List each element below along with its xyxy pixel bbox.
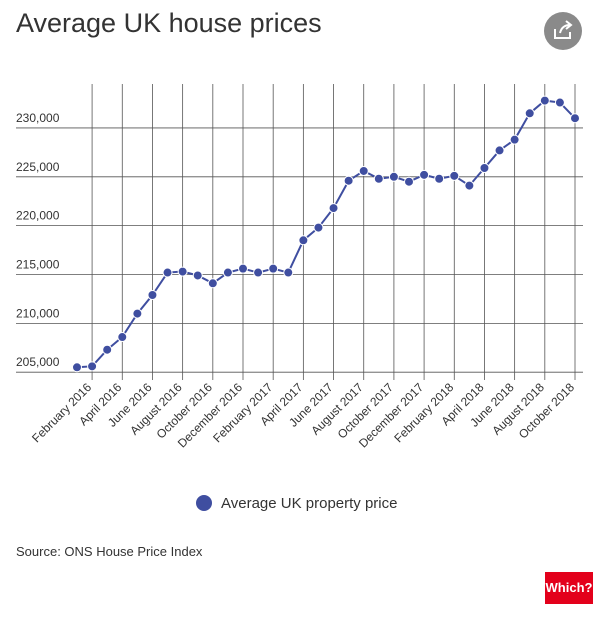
data-point: [494, 145, 505, 156]
data-point: [328, 203, 339, 214]
data-point: [268, 263, 279, 274]
logo-box: [545, 572, 593, 604]
data-point: [434, 173, 445, 184]
data-point: [539, 95, 550, 106]
data-point: [373, 173, 384, 184]
y-tick-label: 210,000: [16, 306, 60, 320]
line: [76, 99, 576, 369]
legend-marker: [196, 495, 212, 511]
data-point: [87, 361, 98, 372]
source: Source: ONS House Price Index: [16, 544, 203, 559]
data-point: [72, 362, 82, 373]
data-point: [479, 163, 490, 174]
data-point: [554, 97, 565, 108]
data-point: [313, 222, 324, 233]
logo: Which?: [546, 580, 593, 595]
data-point: [570, 113, 580, 124]
data-point: [509, 134, 520, 145]
data-point: [419, 169, 430, 180]
data-point: [464, 180, 475, 191]
data-point: [192, 270, 203, 281]
chart-title: Average UK house prices: [16, 8, 322, 38]
data-point: [283, 267, 294, 278]
y-tick-label: 215,000: [16, 257, 60, 271]
data-point: [117, 332, 128, 343]
data-point: [388, 171, 399, 182]
y-tick-label: 230,000: [16, 111, 60, 125]
share-button[interactable]: [544, 12, 582, 50]
data-point: [177, 266, 188, 277]
y-tick-label: 220,000: [16, 209, 60, 223]
legend-label: Average UK property price: [221, 495, 397, 512]
data-point: [222, 267, 233, 278]
data-point: [449, 170, 460, 181]
data-point: [343, 175, 354, 186]
data-point: [253, 267, 264, 278]
data-point: [524, 108, 535, 119]
data-point: [207, 278, 218, 289]
data-point: [132, 308, 143, 319]
data-point: [147, 290, 158, 301]
data-point: [404, 176, 414, 187]
data-point: [238, 263, 248, 274]
data-point: [102, 344, 113, 355]
data-point: [358, 165, 369, 176]
y-tick-label: 225,000: [16, 160, 60, 174]
data-point: [298, 235, 309, 246]
y-tick-label: 205,000: [16, 355, 60, 369]
data-point: [162, 267, 173, 278]
